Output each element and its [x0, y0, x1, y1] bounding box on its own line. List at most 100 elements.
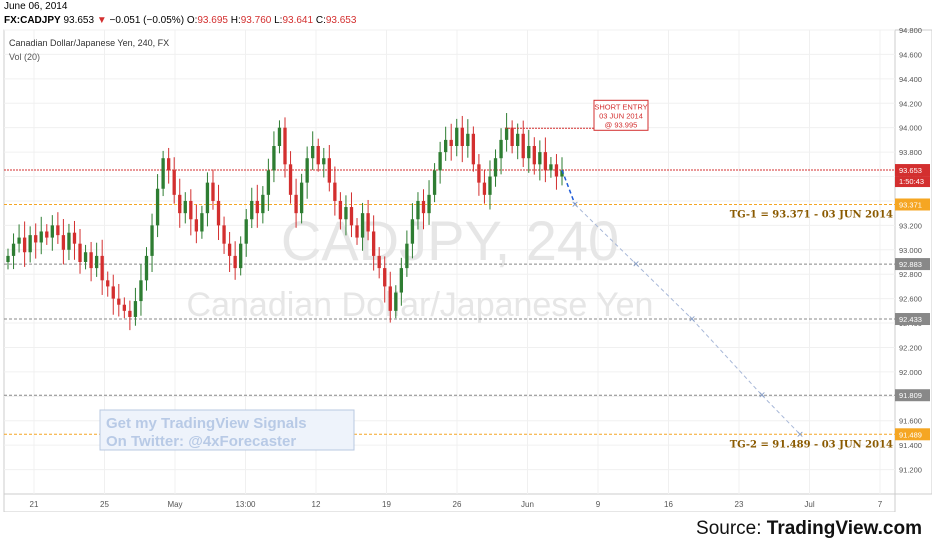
candle-body — [100, 255, 104, 281]
candle-body — [322, 158, 326, 165]
candle-body — [34, 235, 38, 243]
watermark-name: Canadian Dollar/Japanese Yen — [187, 286, 654, 324]
candle-body — [466, 133, 470, 146]
candle-body — [61, 235, 66, 250]
open-label: O: — [186, 15, 198, 26]
candle-body — [122, 304, 127, 311]
high-label: H: — [230, 15, 241, 26]
candle-body — [499, 139, 503, 159]
candle-body — [39, 231, 43, 243]
projection-segment — [761, 394, 801, 435]
candle-body — [338, 200, 343, 220]
candle-body — [250, 200, 254, 220]
level-badge-level-91809 — [895, 389, 930, 402]
y-tick-label: 92.800 — [899, 270, 922, 279]
candle-body — [516, 133, 520, 146]
candle-body — [178, 194, 182, 214]
candle-body — [111, 286, 115, 299]
candle-body — [333, 182, 337, 201]
y-tick-label: 94.000 — [899, 124, 922, 133]
candle-body — [410, 219, 415, 244]
signals-overlay-box — [99, 409, 355, 451]
y-tick-label: 94.200 — [899, 99, 922, 108]
candle-body — [133, 301, 138, 317]
price-change: −0.051 (−0.05%) — [109, 15, 185, 26]
level-badge-label-tg2: 91.489 — [899, 430, 922, 439]
candle-body — [67, 232, 71, 250]
y-tick-label: 92.000 — [899, 368, 922, 377]
projection-segment — [574, 204, 637, 265]
candle-body — [399, 268, 404, 293]
chart-frame[interactable]: 94.800 94.600 94.400 94.200 94.000 93.800 93.6… — [0, 28, 932, 512]
candle-body — [166, 158, 171, 171]
last-price: 93.653 — [63, 15, 95, 26]
candle-body — [360, 213, 365, 238]
candle-body — [532, 146, 536, 165]
candle-body — [455, 127, 459, 146]
x-tick-label: 23 — [735, 500, 744, 509]
candle-body — [161, 158, 165, 189]
time-axis — [3, 493, 896, 512]
candle-body — [200, 213, 204, 232]
candle-body — [355, 225, 359, 238]
candle-body — [255, 200, 259, 214]
candle-body — [233, 255, 237, 269]
short-entry-line2: 03 JUN 2014 — [599, 111, 643, 120]
level-badge-level-92433 — [895, 313, 930, 326]
y-tick-label: 91.400 — [899, 441, 922, 450]
chart-date: June 06, 2014 — [4, 1, 68, 12]
high-value: 93.760 — [240, 15, 272, 26]
candle-body — [388, 286, 392, 311]
level-badge-label-level-91809: 91.809 — [899, 391, 922, 400]
indicator-label: Vol (20) — [9, 52, 40, 62]
x-tick-label: 7 — [878, 500, 883, 509]
source-prefix: Source: — [696, 518, 767, 539]
candle-body — [139, 280, 143, 302]
watermark-symbol: CADJPY, 240 — [281, 209, 619, 272]
candle-body — [45, 231, 49, 238]
candle-body — [239, 243, 243, 269]
quote-line: FX:CADJPY 93.653 ▼ −0.051 (−0.05%) O: 93.… — [4, 15, 356, 26]
y-tick-label: 92.200 — [899, 343, 922, 352]
x-tick-label: 21 — [30, 500, 39, 509]
low-value: 93.641 — [282, 15, 314, 26]
level-text-tg2: TG-2 = 91.489 - 03 JUN 2014 — [730, 439, 893, 450]
y-tick-label: 93.800 — [899, 148, 922, 157]
candle-body — [72, 232, 77, 244]
candle-body — [50, 225, 54, 238]
candle-body — [6, 255, 10, 262]
x-tick-label: May — [167, 500, 182, 509]
candle-body — [344, 207, 348, 220]
candle-body — [427, 194, 431, 214]
x-tick-label: 25 — [100, 500, 109, 509]
price-chart[interactable]: 94.800 94.600 94.400 94.200 94.000 93.800 93.6… — [0, 28, 932, 512]
level-badge-label-level-92883: 92.883 — [899, 260, 922, 269]
candle-body — [272, 146, 276, 171]
projection-segment — [691, 318, 763, 396]
candle-body — [144, 255, 149, 281]
y-tick-label: 92.600 — [899, 295, 922, 304]
x-tick-label: 12 — [312, 500, 321, 509]
candle-body — [311, 146, 315, 159]
x-tick-label: Jun — [521, 500, 534, 509]
candle-body — [294, 194, 298, 214]
candle-body — [543, 152, 548, 171]
candle-body — [128, 310, 132, 317]
candle-body — [477, 164, 481, 183]
candle-body — [211, 182, 215, 201]
candle-body — [416, 200, 420, 220]
candle-body — [117, 298, 121, 305]
down-arrow-icon: ▼ — [96, 15, 107, 26]
source-credit: Source: TradingView.com — [696, 518, 922, 540]
candle-body — [56, 225, 60, 236]
close-value: 93.653 — [325, 15, 357, 26]
candle-body — [554, 164, 559, 177]
candle-body — [288, 164, 293, 195]
candle-body — [394, 292, 398, 311]
candle-body — [17, 237, 21, 244]
candle-body — [527, 146, 531, 159]
symbol-label[interactable]: FX:CADJPY — [4, 15, 61, 26]
candle-body — [244, 219, 248, 244]
candle-body — [89, 252, 93, 269]
projection-node: ✕ — [796, 430, 804, 440]
